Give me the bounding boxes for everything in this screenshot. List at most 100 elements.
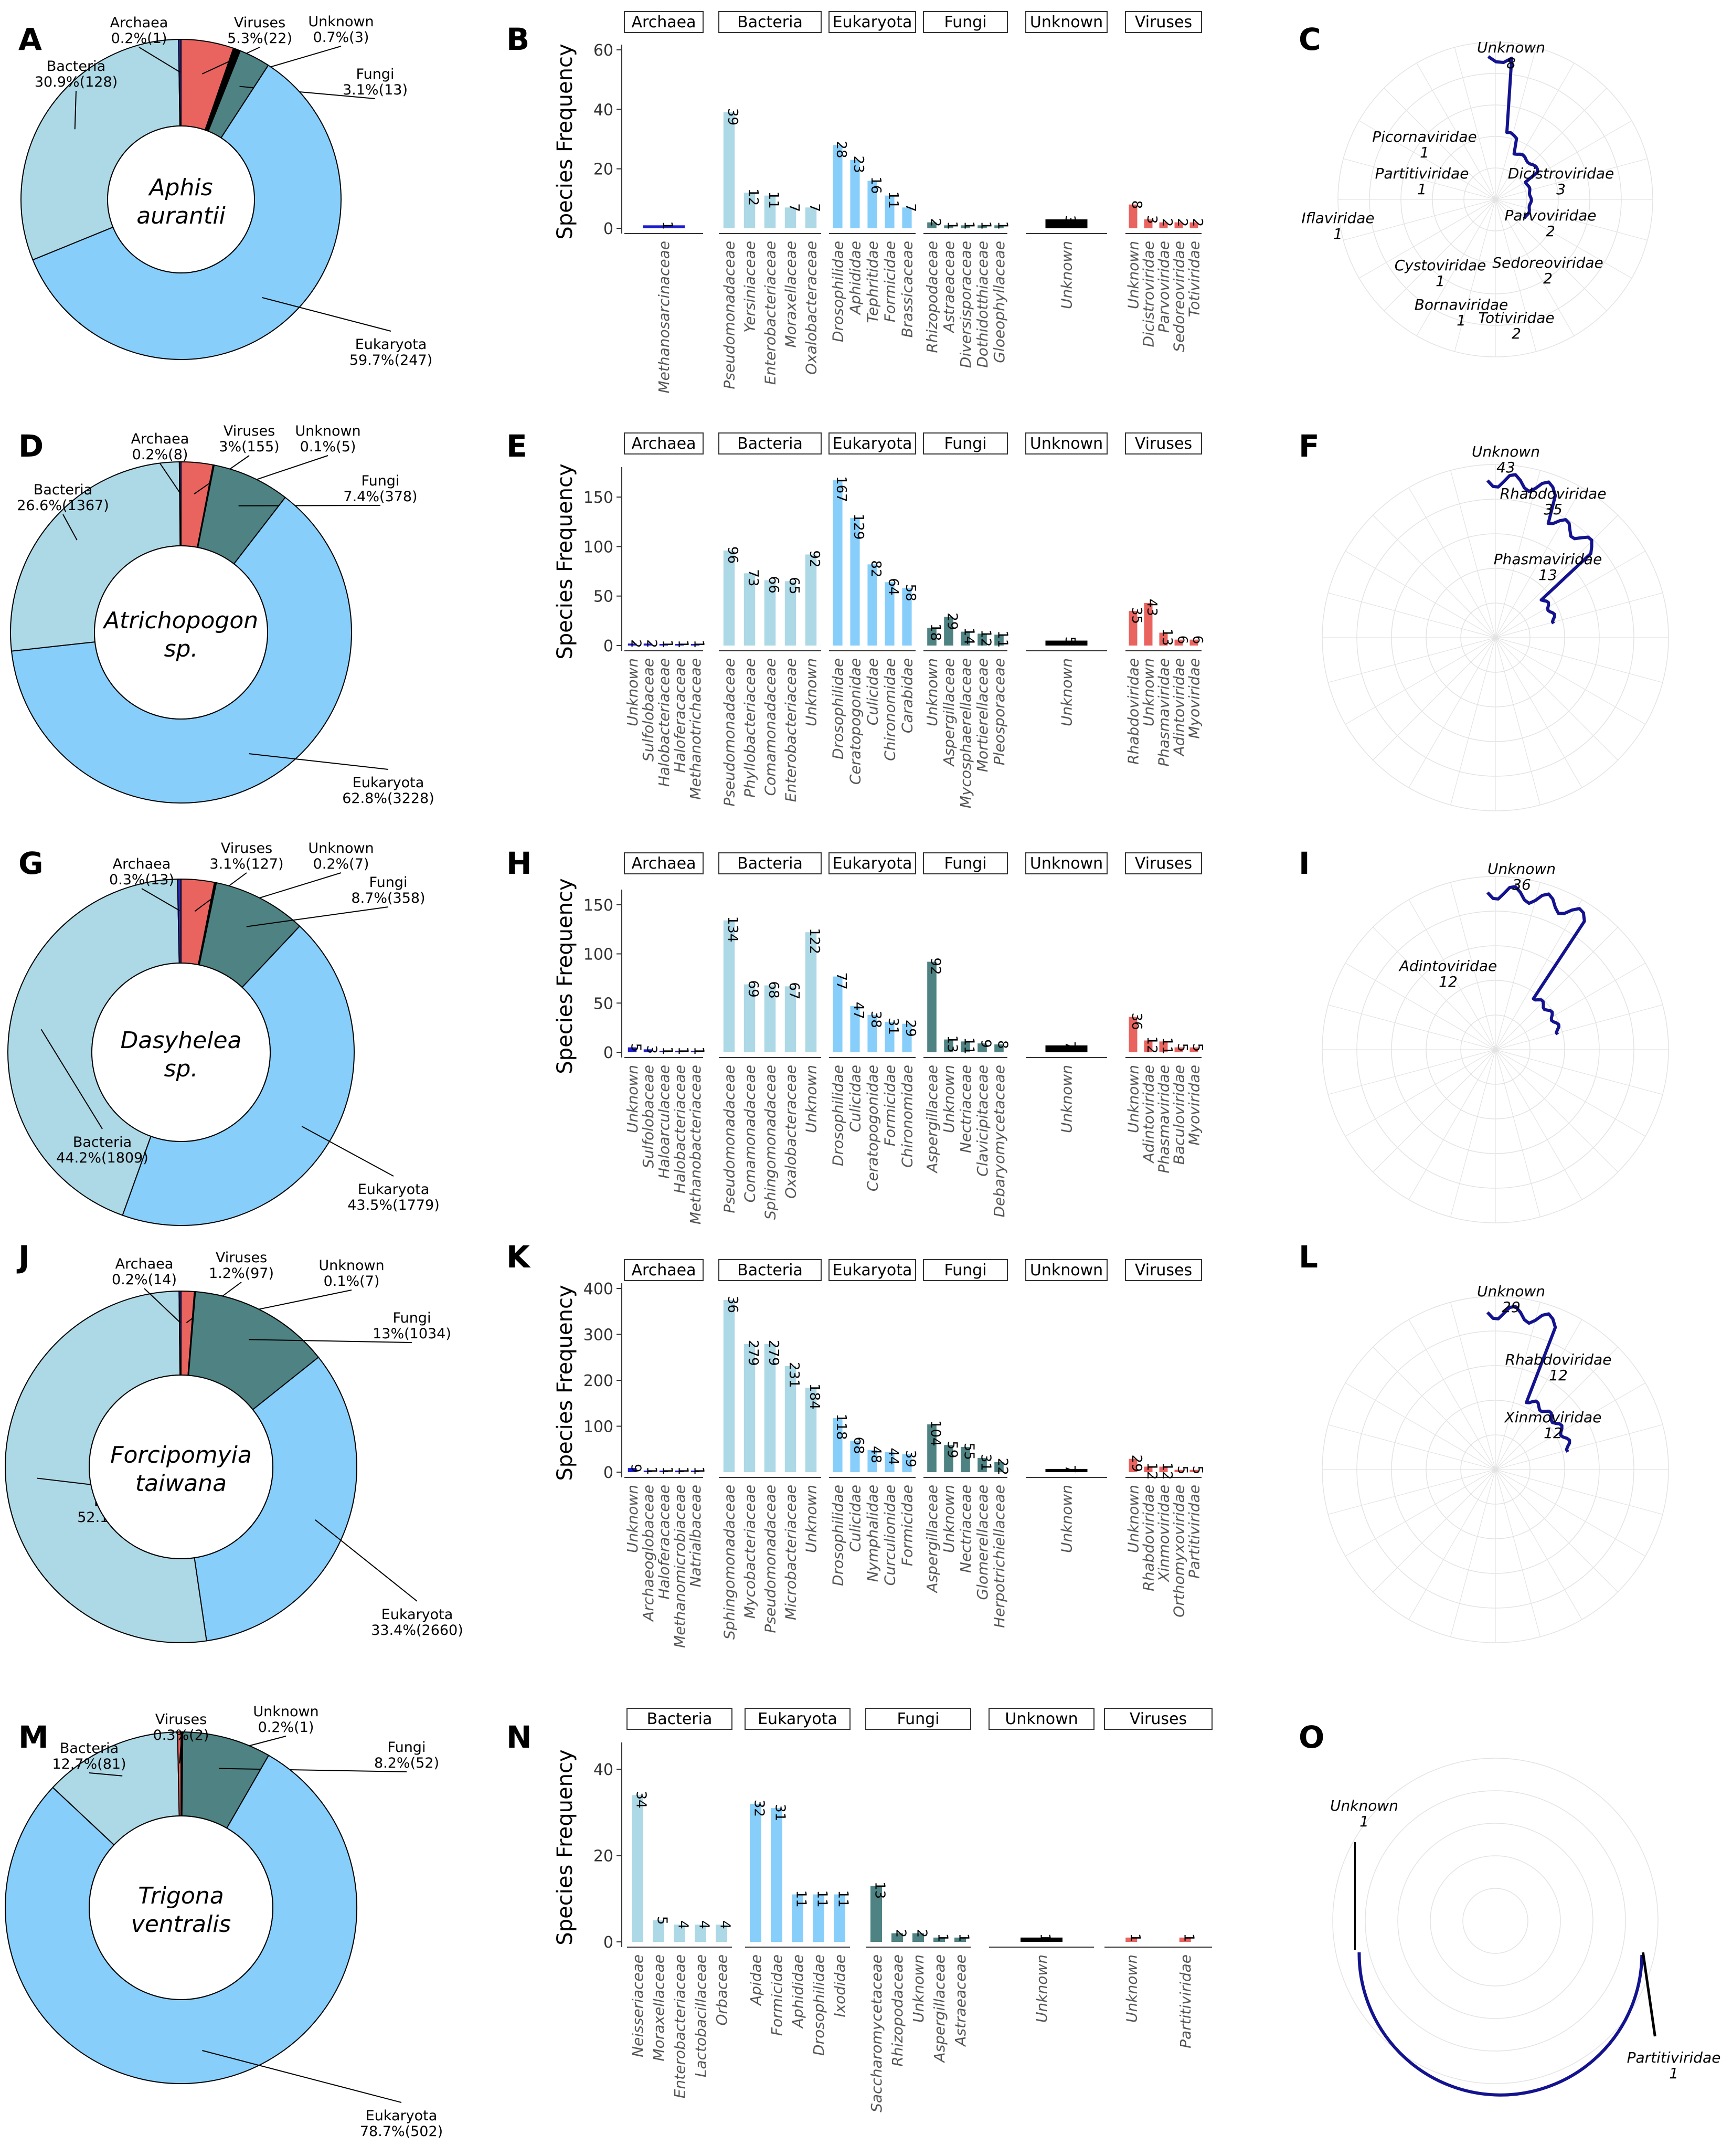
bar-value-label: 39 bbox=[902, 1450, 918, 1467]
donut-label-archaea: Archaea 0.2%(14) bbox=[112, 1256, 177, 1288]
bar-value-label: 122 bbox=[806, 928, 822, 954]
donut-label-fungi: Fungi 8.7%(358) bbox=[351, 874, 425, 906]
bar-value-label: 1 bbox=[995, 221, 1011, 230]
facet-strip-label: Bacteria bbox=[737, 854, 803, 873]
bar-value-label: 5 bbox=[1174, 1043, 1190, 1052]
bar-value-label: 67 bbox=[786, 982, 802, 999]
panel-letter: M bbox=[18, 1719, 49, 1755]
facet-strip-eukaryota bbox=[745, 1708, 851, 1730]
bar bbox=[994, 1044, 1004, 1052]
rose-grid-spoke bbox=[1495, 1424, 1663, 1470]
bar bbox=[764, 1344, 776, 1472]
x-tick-label: Herpotrichiellaceae bbox=[991, 1485, 1008, 1628]
y-axis-label: Species Frequency bbox=[553, 44, 577, 239]
rose-grid-spoke bbox=[1345, 963, 1496, 1050]
bar-value-label: 8 bbox=[995, 1040, 1011, 1049]
facet-strip-fungi bbox=[923, 432, 1008, 455]
bar-value-label: 3 bbox=[1144, 215, 1160, 224]
facet-strip-bacteria bbox=[718, 432, 822, 455]
facet-strip-viruses bbox=[1125, 11, 1202, 33]
bar-chart: 0 20 40 60 Species Frequency Archaea 1 Methanos… bbox=[553, 11, 1205, 394]
x-tick-label: Unknown bbox=[1125, 241, 1142, 309]
bar-value-label: 6 bbox=[1174, 636, 1190, 644]
x-tick-label: Methanotrichaceae bbox=[687, 658, 704, 800]
rose-line bbox=[1487, 55, 1539, 219]
rose-grid-spoke bbox=[1345, 1049, 1496, 1137]
bar-value-label: 9 bbox=[978, 1039, 994, 1048]
bar bbox=[885, 195, 895, 228]
bar bbox=[723, 550, 735, 646]
x-tick-label: Aspergillaceae bbox=[940, 658, 958, 767]
bar-value-label: 7 bbox=[1062, 1465, 1078, 1474]
x-tick-label: Comamonadaceae bbox=[762, 658, 779, 796]
bar bbox=[643, 225, 685, 228]
bar bbox=[944, 1445, 953, 1472]
bar-value-label: 36 bbox=[1129, 1013, 1144, 1030]
rose-grid-spoke bbox=[1450, 882, 1496, 1050]
bar bbox=[784, 207, 796, 228]
bar bbox=[1144, 1466, 1153, 1472]
bar bbox=[1144, 219, 1153, 228]
rose-grid-spoke bbox=[1495, 1049, 1663, 1095]
facet-strip-eukaryota bbox=[828, 852, 916, 874]
bar bbox=[912, 1933, 924, 1942]
bar bbox=[977, 633, 987, 646]
donut-leader-line bbox=[249, 753, 389, 770]
facet-strip-label: Viruses bbox=[1135, 1261, 1192, 1280]
x-tick-label: Halobacteriaceae bbox=[671, 1065, 688, 1193]
x-tick-label: Drosophilidae bbox=[830, 1485, 847, 1586]
rose-grid-spoke bbox=[1495, 593, 1663, 638]
rose-label-unknown: Unknown 1 bbox=[1330, 1797, 1398, 1830]
facet-strip-label: Unknown bbox=[1005, 1710, 1078, 1728]
rose-line bbox=[1486, 885, 1586, 1035]
bar bbox=[1045, 219, 1088, 228]
bar bbox=[885, 1021, 895, 1052]
y-tick-label: 0 bbox=[603, 220, 613, 238]
donut-label-bacteria: Bacteria 30.9%(128) bbox=[35, 58, 118, 90]
rose-grid-spoke bbox=[1345, 637, 1496, 725]
x-tick-label: Unknown bbox=[803, 1485, 820, 1553]
rose-label-phasmaviridae: Phasmaviridae 13 bbox=[1494, 551, 1602, 584]
x-tick-label: Culicidae bbox=[847, 1485, 864, 1552]
facet-strip-fungi bbox=[923, 1259, 1008, 1281]
donut-label-unknown: Unknown 0.7%(3) bbox=[308, 14, 374, 46]
bar bbox=[1129, 204, 1138, 228]
x-tick-label: Haloferacaceae bbox=[671, 658, 688, 773]
donut-leader-line bbox=[40, 1029, 103, 1129]
bar-value-label: 8 bbox=[1129, 200, 1144, 209]
x-tick-label: Unknown bbox=[1123, 1954, 1140, 2023]
facet-strip-unknown bbox=[989, 1708, 1095, 1730]
x-tick-label: Glomerellaceae bbox=[974, 1485, 991, 1600]
bar-value-label: 32 bbox=[751, 1800, 767, 1817]
bar bbox=[902, 588, 912, 646]
x-tick-label: Drosophilidae bbox=[830, 241, 847, 342]
bar bbox=[850, 160, 860, 228]
facet-strip-label: Viruses bbox=[1135, 854, 1192, 873]
facet-strip-label: Fungi bbox=[897, 1710, 939, 1728]
bar bbox=[1125, 1937, 1138, 1942]
facet-strip-label: Unknown bbox=[1030, 1261, 1103, 1280]
x-tick-label: Yersiniaceae bbox=[741, 241, 759, 333]
donut-label-viruses: Viruses 3%(155) bbox=[219, 423, 279, 455]
y-tick-label: 0 bbox=[603, 1044, 613, 1062]
y-tick-label: 0 bbox=[603, 637, 613, 656]
panel-letter: L bbox=[1299, 1239, 1318, 1275]
donut-leader-line bbox=[249, 1339, 412, 1343]
facet-strip-fungi bbox=[923, 852, 1008, 874]
rose-grid-spoke bbox=[1495, 1469, 1646, 1557]
bar-value-label: 39 bbox=[725, 108, 740, 125]
x-tick-label: Orthomyxoviridae bbox=[1171, 1485, 1188, 1618]
x-tick-label: Haloarculaceae bbox=[655, 1065, 673, 1179]
bar bbox=[764, 580, 776, 646]
bar bbox=[784, 581, 796, 646]
donut-center-label: Trigona ventralis bbox=[131, 1883, 231, 1938]
x-tick-label: Sulfolobaceae bbox=[640, 1065, 657, 1168]
facet-strip-eukaryota bbox=[828, 1259, 916, 1281]
donut-label-viruses: Viruses 0.3%(2) bbox=[153, 1711, 209, 1743]
bar-value-label: 7 bbox=[902, 203, 918, 212]
x-tick-label: Methanomicrobiaceae bbox=[671, 1485, 688, 1648]
bar-value-label: 5 bbox=[1062, 637, 1078, 646]
x-tick-label: Archaeoglobaceae bbox=[640, 1485, 657, 1622]
x-tick-label: Unknown bbox=[624, 658, 641, 726]
donut-chart: Viruses 3.1%(127) Unknown 0.2%(7)Fungi 8.7%(… bbox=[7, 840, 440, 1226]
